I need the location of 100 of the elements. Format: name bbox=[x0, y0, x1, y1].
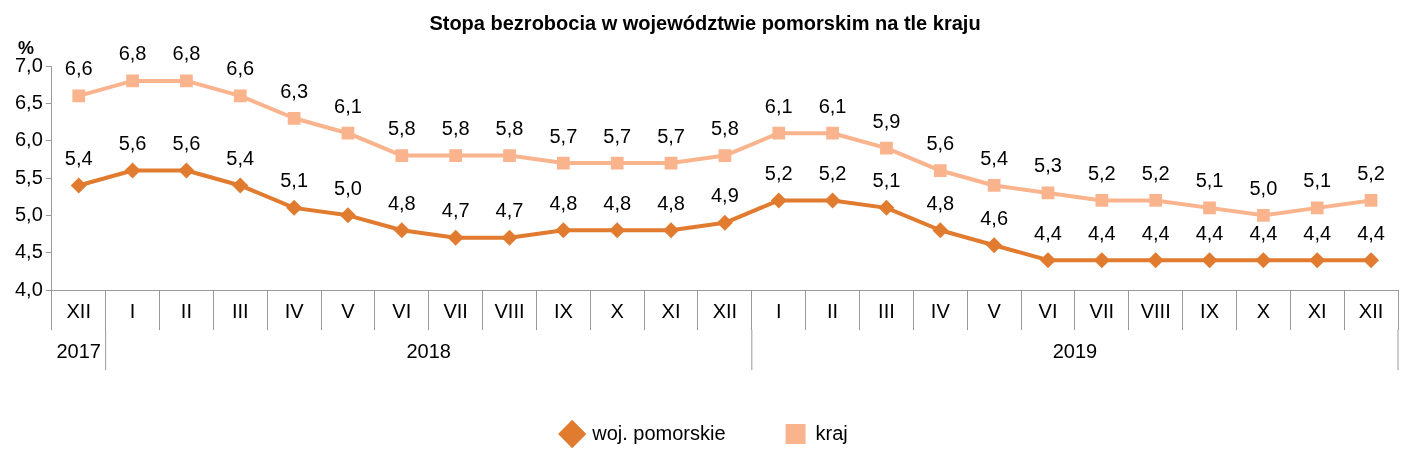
point bbox=[987, 179, 1001, 192]
x-tick-label: VIII bbox=[494, 299, 525, 322]
x-tick-label: XI bbox=[661, 299, 681, 322]
point bbox=[503, 149, 516, 162]
data-label: 5,1 bbox=[872, 169, 901, 192]
data-label: 5,2 bbox=[1141, 161, 1170, 184]
x-tick-label: V bbox=[341, 299, 356, 322]
legend-label: kraj bbox=[815, 421, 848, 444]
text: 2019 bbox=[1052, 339, 1098, 362]
point bbox=[339, 207, 356, 224]
point bbox=[556, 156, 570, 170]
point bbox=[1095, 194, 1109, 207]
point bbox=[1147, 252, 1164, 269]
data-label: 5,8 bbox=[495, 117, 524, 140]
point bbox=[1257, 208, 1270, 222]
x-tick-label: XI bbox=[1307, 299, 1327, 322]
data-label: 5,4 bbox=[64, 146, 93, 169]
point bbox=[1039, 252, 1056, 269]
y-tick-label: 6,0 bbox=[14, 128, 43, 151]
point bbox=[1201, 252, 1218, 269]
data-label: 5,8 bbox=[387, 117, 416, 140]
data-label: 5,8 bbox=[441, 117, 470, 140]
x-tick-label: IX bbox=[1200, 299, 1219, 322]
point bbox=[126, 74, 139, 88]
x-tick-label: VII bbox=[443, 299, 468, 322]
data-label: 4,4 bbox=[1249, 221, 1278, 244]
y-tick-label: 5,5 bbox=[14, 165, 43, 188]
data-label: 5,1 bbox=[1303, 169, 1332, 192]
data-label: 6,1 bbox=[764, 94, 793, 117]
point bbox=[1364, 194, 1378, 207]
point bbox=[1255, 252, 1272, 269]
point bbox=[826, 126, 839, 140]
data-label: 5,7 bbox=[549, 124, 578, 147]
data-label: 5,1 bbox=[280, 169, 309, 192]
data-label: 5,8 bbox=[711, 117, 739, 140]
data-label: 5,2 bbox=[764, 161, 793, 184]
data-label: 5,6 bbox=[172, 132, 201, 155]
text: 2018 bbox=[406, 339, 451, 362]
x-tick-label: VI bbox=[1038, 299, 1058, 322]
data-label: 5,4 bbox=[980, 146, 1009, 169]
data-label: 6,6 bbox=[226, 57, 255, 80]
x-tick-label: X bbox=[1256, 299, 1271, 322]
data-label: 4,4 bbox=[1087, 221, 1116, 244]
x-tick-label: V bbox=[987, 299, 1002, 322]
data-label: 5,2 bbox=[818, 161, 847, 184]
data-label: 5,6 bbox=[118, 132, 147, 155]
point bbox=[72, 89, 86, 103]
x-tick-label: III bbox=[878, 299, 895, 322]
x-tick-label: XII bbox=[712, 299, 738, 322]
data-label: 5,2 bbox=[1087, 161, 1116, 184]
text: 2017 bbox=[56, 339, 101, 362]
data-label: 5,2 bbox=[1357, 161, 1385, 184]
point bbox=[1149, 194, 1163, 207]
point bbox=[232, 177, 249, 194]
x-tick-label: II bbox=[180, 299, 192, 322]
data-label: 5,4 bbox=[226, 146, 255, 169]
point bbox=[609, 222, 626, 239]
x-tick-label: VI bbox=[392, 299, 412, 322]
data-label: 4,9 bbox=[711, 184, 739, 207]
data-label: 4,7 bbox=[441, 199, 470, 222]
data-label: 6,3 bbox=[280, 79, 309, 102]
y-tick-label: 4,0 bbox=[14, 277, 43, 300]
x-tick-label: I bbox=[129, 299, 136, 322]
point bbox=[718, 149, 732, 162]
point bbox=[395, 149, 409, 162]
data-label: 4,4 bbox=[1195, 221, 1224, 244]
data-label: 4,4 bbox=[1141, 221, 1170, 244]
x-tick-label: IX bbox=[553, 299, 573, 322]
point bbox=[933, 164, 947, 177]
point bbox=[770, 192, 787, 209]
data-label: 4,8 bbox=[657, 191, 685, 214]
data-label: 5,9 bbox=[872, 109, 901, 132]
x-tick-label: IV bbox=[284, 299, 305, 322]
point bbox=[501, 229, 518, 246]
legend-label: woj. pomorskie bbox=[591, 421, 726, 444]
point bbox=[341, 126, 355, 140]
data-label: 4,7 bbox=[495, 199, 524, 222]
point bbox=[772, 126, 786, 140]
point bbox=[610, 156, 624, 170]
point bbox=[449, 149, 463, 162]
data-label: 5,3 bbox=[1034, 154, 1062, 177]
data-label: 6,8 bbox=[118, 42, 147, 65]
data-label: 4,8 bbox=[926, 191, 955, 214]
point bbox=[286, 199, 303, 216]
point bbox=[716, 214, 733, 231]
data-label: 4,4 bbox=[1357, 221, 1385, 244]
point bbox=[824, 192, 841, 209]
x-tick-label: I bbox=[775, 299, 782, 322]
point bbox=[878, 199, 895, 216]
point bbox=[1309, 252, 1326, 269]
point bbox=[986, 237, 1003, 254]
data-label: 5,7 bbox=[603, 124, 632, 147]
point bbox=[932, 222, 949, 239]
x-tick-label: VIII bbox=[1140, 299, 1171, 322]
y-tick-label: 5,0 bbox=[14, 202, 43, 225]
point bbox=[447, 229, 464, 246]
point bbox=[233, 89, 247, 103]
point bbox=[393, 222, 410, 239]
data-label: 4,4 bbox=[1303, 221, 1332, 244]
y-tick-label: 6,5 bbox=[14, 90, 43, 113]
